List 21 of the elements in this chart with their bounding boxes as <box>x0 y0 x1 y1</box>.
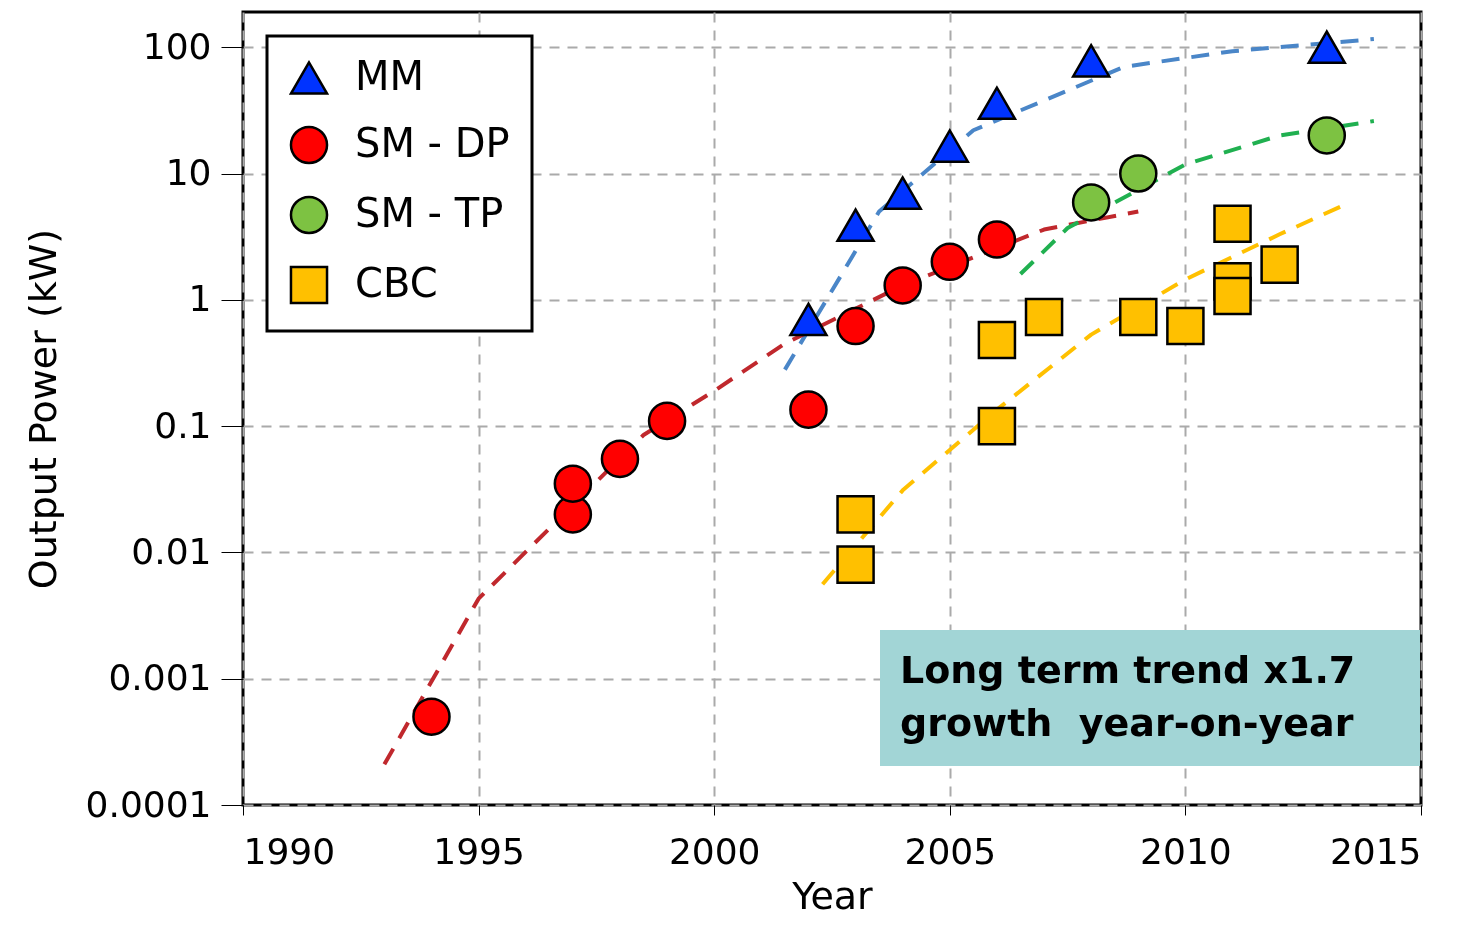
x-tick-label: 2005 <box>904 830 997 872</box>
y-tick-label: 0.0001 <box>85 783 212 825</box>
y-tick-label: 100 <box>142 25 212 67</box>
x-tick-label: 2010 <box>1140 830 1232 872</box>
x-tick-label: 2015 <box>1329 830 1422 872</box>
x-axis-title: Year <box>791 873 874 918</box>
x-tick-label: 1995 <box>433 830 525 872</box>
y-tick-label: 10 <box>165 152 212 194</box>
annotation: Long term trend x1.7 growth year-on-year <box>880 630 1420 766</box>
x-tick-label: 2000 <box>668 830 761 872</box>
x-tick-label: 1990 <box>243 830 336 872</box>
legend-label: MM <box>355 53 425 99</box>
y-tick-label: 0.01 <box>131 530 212 572</box>
legend-label: SM - TP <box>355 190 504 236</box>
legend-label: SM - DP <box>355 120 510 166</box>
y-tick-label: 0.1 <box>154 404 212 446</box>
line-series <box>782 37 1376 372</box>
legend-label: CBC <box>355 260 438 306</box>
y-tick-label: 0.001 <box>108 657 212 699</box>
y-axis-title: Output Power (kW) <box>20 228 65 590</box>
y-tick-label: 1 <box>188 278 212 320</box>
